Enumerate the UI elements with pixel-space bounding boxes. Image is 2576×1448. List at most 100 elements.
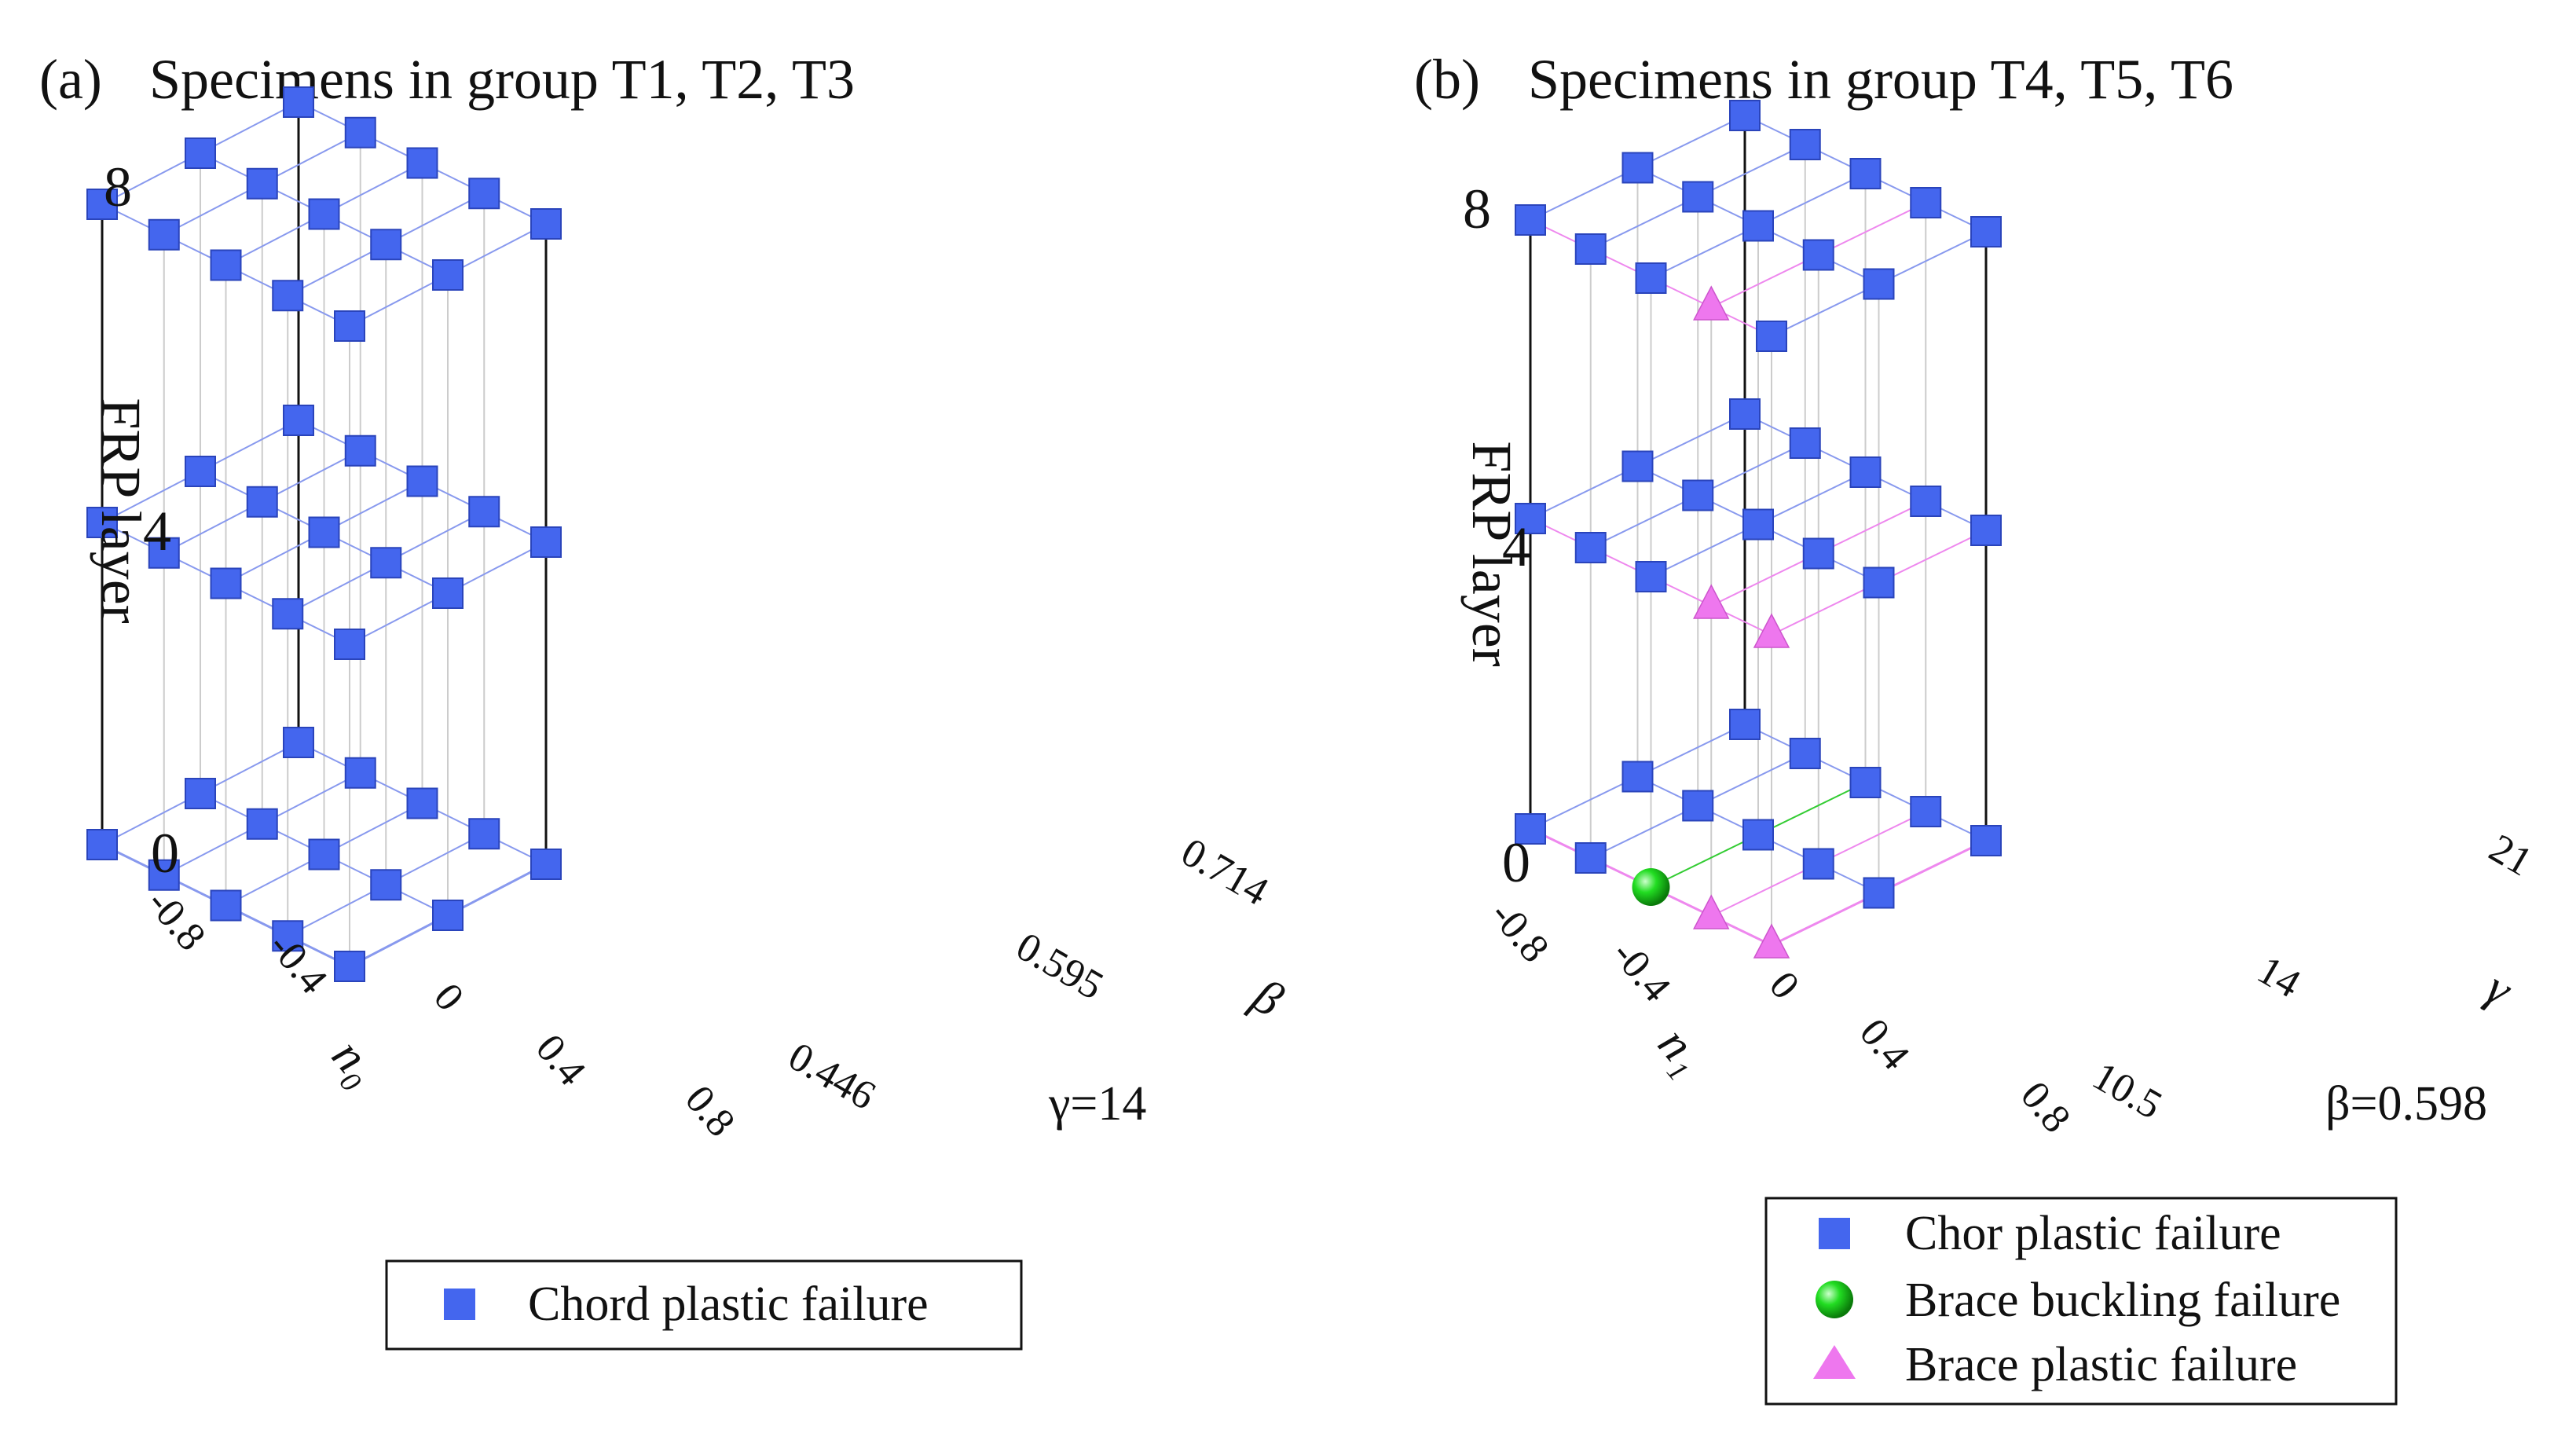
square-marker <box>1729 100 1761 131</box>
square-marker <box>406 465 438 497</box>
grid-line-y <box>1878 530 1987 584</box>
grid-line-y <box>1818 811 1926 865</box>
square-marker <box>344 757 376 789</box>
x-tick: 0 <box>425 975 472 1020</box>
square-marker <box>344 434 376 467</box>
grid-line-y <box>1771 283 1879 337</box>
panel-a: (a) Specimens in group T1, T2, T3 8 4 0 … <box>39 48 1292 1351</box>
y-tick: 14 <box>2250 948 2308 1006</box>
square-marker <box>1789 738 1821 769</box>
square-marker <box>1574 842 1607 874</box>
square-marker <box>148 218 180 251</box>
x-tick: -0.4 <box>1603 932 1680 1010</box>
square-marker <box>1621 152 1654 184</box>
grid-line-y <box>163 500 263 554</box>
square-marker <box>1682 790 1714 822</box>
z-tick-4: 4 <box>1502 515 1530 578</box>
grid-line-y <box>1590 196 1698 250</box>
grid-line-y <box>225 213 324 266</box>
panel-b-label: (b) <box>1414 48 1480 111</box>
panel-a-label: (a) <box>39 48 102 111</box>
sphere-marker <box>1632 868 1670 906</box>
square-marker <box>1802 848 1834 880</box>
x-tick: 0.4 <box>527 1026 594 1094</box>
grid-line-y <box>349 914 449 968</box>
square-marker <box>1515 503 1546 534</box>
square-marker <box>468 178 500 210</box>
z-tick-8: 8 <box>104 156 132 218</box>
square-marker <box>1802 239 1834 271</box>
grid-line-y <box>385 192 485 246</box>
grid-line-y <box>101 152 201 205</box>
square-marker <box>1849 767 1882 798</box>
z-axis-label: FRP layer <box>1460 441 1523 666</box>
legend-square-icon <box>1819 1218 1850 1249</box>
grid-line-y <box>1530 465 1638 519</box>
x-axis-label: n₁ <box>1647 1017 1715 1083</box>
square-marker <box>334 310 365 342</box>
square-marker <box>308 838 340 871</box>
grid-line-y <box>1757 471 1866 526</box>
square-marker <box>1742 819 1774 851</box>
z-axis-label: FRP layer <box>90 398 152 623</box>
plot-b <box>1515 100 2002 959</box>
grid-line-y <box>1710 254 1819 308</box>
square-marker <box>1863 877 1895 909</box>
grid-line-y <box>447 863 547 917</box>
square-marker <box>1970 515 2002 546</box>
legend-sphere-icon <box>1816 1281 1853 1318</box>
grid-line-y <box>1697 753 1806 807</box>
grid-line-y <box>1878 839 1987 894</box>
square-marker <box>1682 181 1714 213</box>
grid-line-y <box>447 223 547 276</box>
square-marker <box>272 280 304 312</box>
grid-line-y <box>1710 552 1819 607</box>
y-axis-label: β <box>1243 969 1292 1028</box>
grid-line-y <box>262 772 361 825</box>
square-marker <box>1574 233 1607 265</box>
data-markers <box>1515 100 2002 959</box>
grid-line-y <box>287 562 387 615</box>
square-marker <box>283 86 314 118</box>
legend-triangle-icon <box>1813 1345 1856 1379</box>
square-marker <box>432 259 464 291</box>
grid-line-y <box>1651 225 1759 279</box>
grid-line-y <box>1757 173 1866 227</box>
square-marker <box>406 787 438 819</box>
z-tick-4: 4 <box>143 500 171 563</box>
triangle-marker <box>1693 285 1730 321</box>
square-marker <box>246 808 278 840</box>
grid-line-y <box>1771 581 1879 636</box>
legend-a: Chord plastic failure <box>385 1259 1023 1351</box>
square-marker <box>1970 216 2002 247</box>
square-marker <box>530 208 562 240</box>
y-axis-label: γ <box>2477 961 2522 1017</box>
square-marker <box>283 405 314 436</box>
square-marker <box>1621 450 1654 482</box>
data-markers <box>86 86 562 982</box>
grid-line-y <box>1637 724 1746 778</box>
legend-square-icon <box>444 1289 475 1320</box>
grid-line-y <box>225 531 324 585</box>
panel-b-title: Specimens in group T4, T5, T6 <box>1528 48 2233 111</box>
grid-line-y <box>262 449 361 503</box>
square-marker <box>308 516 340 548</box>
square-marker <box>530 526 562 558</box>
x-tick: 0 <box>1761 963 1808 1008</box>
y-tick: 10.5 <box>2085 1054 2169 1128</box>
square-marker <box>1789 427 1821 459</box>
x-tick: 0.8 <box>2012 1073 2079 1141</box>
grid-line-y <box>200 101 299 154</box>
square-marker <box>468 818 500 850</box>
grid-line-y <box>385 833 485 886</box>
square-marker <box>1515 204 1546 236</box>
legend-label: Chord plastic failure <box>528 1278 929 1331</box>
grid-line-y <box>287 884 387 937</box>
triangle-marker <box>1753 923 1790 959</box>
grid-line-y <box>324 480 423 533</box>
x-tick: -0.4 <box>260 924 336 1003</box>
grid-line-y <box>1530 775 1638 830</box>
grid-line-y <box>1637 413 1746 467</box>
square-marker <box>1682 479 1714 511</box>
